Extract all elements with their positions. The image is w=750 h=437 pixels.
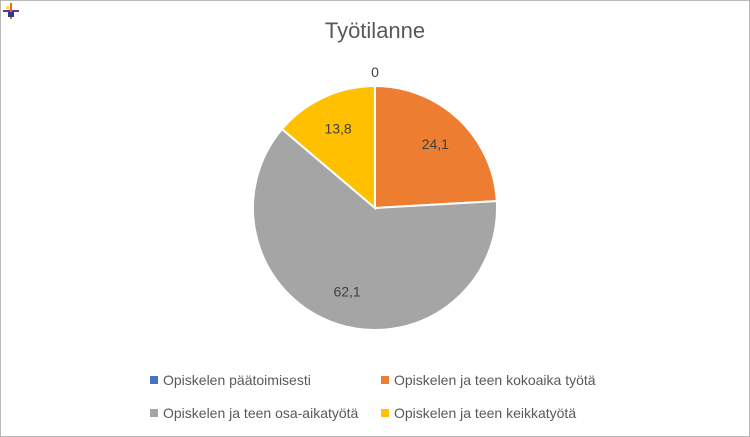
pie-slice-osa-aika[interactable]: [252, 127, 498, 331]
legend-label-osa-aika: Opiskelen ja teen osa-aikatyötä: [163, 405, 359, 421]
pie-slice-kokoaika[interactable]: [374, 84, 498, 210]
resize-handle-icon: [3, 3, 19, 19]
chart-title: Työtilanne: [324, 18, 426, 43]
legend-label-kokoaika: Opiskelen ja teen kokoaika työtä: [394, 372, 596, 388]
data-label-paatoimisesti: 0: [371, 64, 379, 80]
pie-slice-keikka[interactable]: [280, 84, 376, 211]
legend-label-paatoimisesti: Opiskelen päätoimisesti: [163, 372, 311, 388]
data-label-kokoaika: 24,1: [422, 136, 449, 152]
legend-label-keikka: Opiskelen ja teen keikkatyötä: [394, 405, 577, 421]
legend-swatch-osa-aika: [150, 409, 158, 417]
data-label-osa-aika: 62,1: [333, 283, 360, 299]
legend-item-kokoaika: Opiskelen ja teen kokoaika työtä: [381, 372, 596, 388]
legend-item-osa-aika: Opiskelen ja teen osa-aikatyötä: [150, 405, 358, 421]
legend-swatch-paatoimisesti: [150, 376, 158, 384]
data-label-keikka: 13,8: [324, 120, 351, 136]
legend-swatch-keikka: [381, 409, 389, 417]
legend-item-paatoimisesti: Opiskelen päätoimisesti: [150, 372, 311, 388]
legend-item-keikka: Opiskelen ja teen keikkatyötä: [381, 405, 576, 421]
legend-swatch-kokoaika: [381, 376, 389, 384]
